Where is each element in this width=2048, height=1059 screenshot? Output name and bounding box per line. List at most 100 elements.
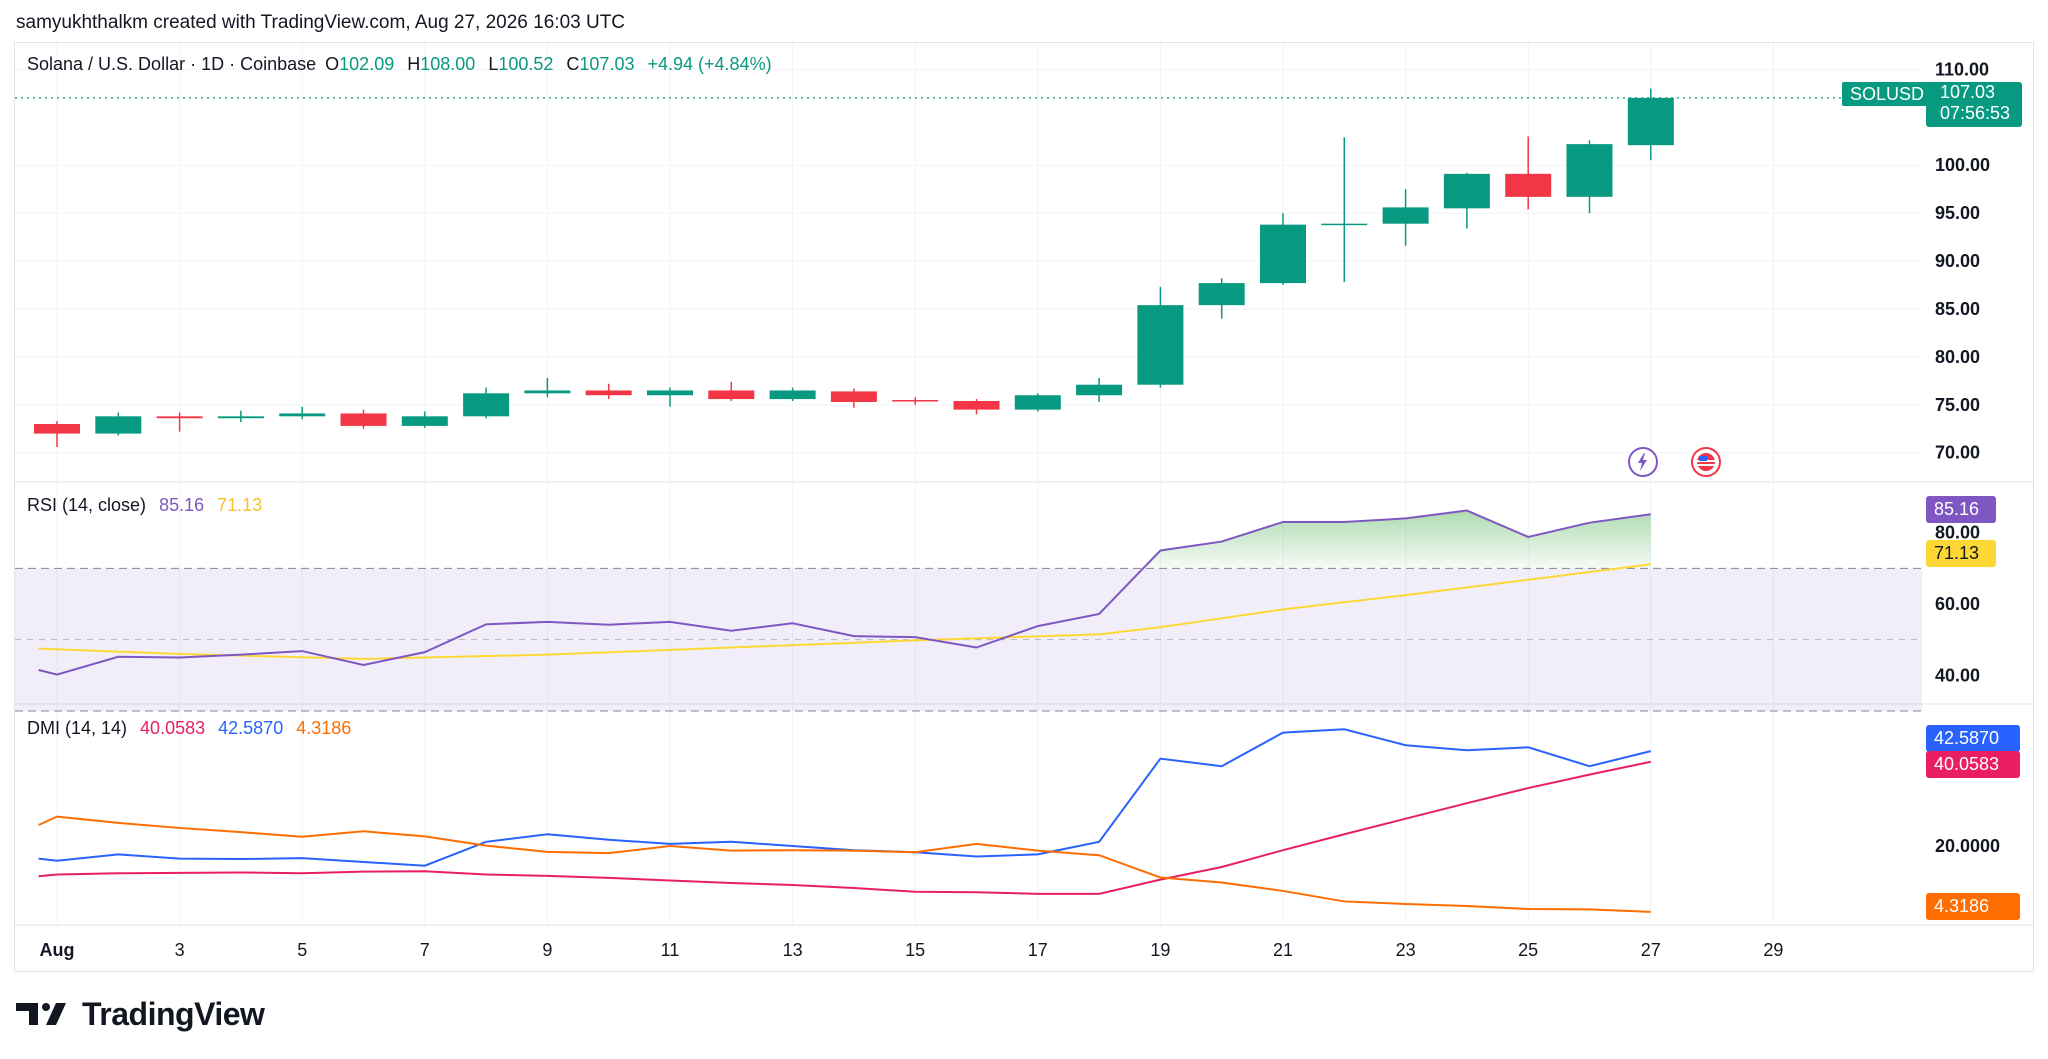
chart-frame <box>14 42 2034 972</box>
candles-layer <box>34 88 1674 447</box>
tradingview-logo[interactable]: TradingView <box>16 996 265 1032</box>
minus-di-line <box>38 760 1652 895</box>
candle-body <box>1627 97 1674 146</box>
x-tick-label: 9 <box>542 940 552 960</box>
change-value: +4.94 (+4.84%) <box>647 54 772 74</box>
candle-body <box>1566 144 1613 197</box>
adx-line <box>38 815 1651 913</box>
rsi-tick-label: 80.00 <box>1935 523 1980 543</box>
price-tick-label: 80.00 <box>1935 347 1980 367</box>
high-label: H <box>407 54 421 74</box>
candle-body <box>1076 384 1123 396</box>
candle <box>1076 377 1123 402</box>
dividend-event-icon[interactable] <box>1628 447 1658 477</box>
rsi-overbought-fill <box>1143 510 1651 569</box>
candle-body <box>1137 305 1184 385</box>
rsi-tick-label: 60.00 <box>1935 594 1980 614</box>
x-tick-label: 23 <box>1396 940 1416 960</box>
price-tick-label: 75.00 <box>1935 395 1980 415</box>
candle <box>279 406 326 420</box>
axis-layer: 70.00 75.00 80.00 85.00 90.00 95.00 100.00 110.… <box>40 59 2001 960</box>
candle <box>95 412 142 436</box>
x-tick-label: 5 <box>297 940 307 960</box>
plus-di-badge: 42.5870 <box>1926 725 2020 752</box>
candle <box>830 388 877 408</box>
candle <box>1443 172 1490 229</box>
candle <box>1137 286 1184 388</box>
dmi-tick-label: 20.0000 <box>1935 836 2000 856</box>
rsi-legend: RSI (14, close) 85.16 71.13 <box>27 495 270 516</box>
candle-body <box>1443 173 1490 209</box>
candle <box>1198 278 1245 319</box>
attribution-text: samyukhthalkm created with TradingView.c… <box>16 12 626 33</box>
candle-body <box>1382 207 1429 224</box>
candle <box>1321 137 1368 283</box>
candle <box>1566 140 1613 214</box>
x-tick-label: 3 <box>175 940 185 960</box>
candle <box>463 387 510 419</box>
candle <box>585 383 632 400</box>
x-tick-label: 11 <box>661 940 680 960</box>
candle <box>892 397 939 405</box>
candle <box>1382 189 1429 246</box>
candle <box>401 411 448 428</box>
price-tick-label: 90.00 <box>1935 251 1980 271</box>
candle-body <box>830 391 877 402</box>
candle <box>1627 88 1674 161</box>
candle-body <box>279 413 326 417</box>
minus-di-badge: 40.0583 <box>1926 751 2020 778</box>
rsi-value-badge: 85.16 <box>1926 496 1996 523</box>
plus-di-line <box>38 728 1652 867</box>
symbol-title[interactable]: Solana / U.S. Dollar · 1D · Coinbase <box>27 54 317 74</box>
dmi-pane <box>38 728 1652 913</box>
open-label: O <box>325 54 340 74</box>
price-tick-label: 95.00 <box>1935 203 1980 223</box>
candle <box>34 421 80 447</box>
last-price-value: 107.03 <box>1940 82 1996 102</box>
open-value: 102.09 <box>339 54 395 74</box>
rsi-pane <box>15 509 1922 712</box>
candle-body <box>708 390 755 400</box>
candle-body <box>1321 223 1368 226</box>
candle-body <box>585 390 632 396</box>
adx-badge: 4.3186 <box>1926 893 2020 920</box>
price-tick-label: 100.00 <box>1935 155 1990 175</box>
low-label: L <box>488 54 499 74</box>
rsi-ma-value: 71.13 <box>217 495 263 515</box>
symbol-price-tag: SOLUSD <box>1842 82 1933 106</box>
candle-body <box>156 416 203 419</box>
x-tick-label: 17 <box>1028 940 1048 960</box>
candle <box>1260 213 1306 286</box>
x-tick-label: 15 <box>905 940 925 960</box>
candle <box>769 387 816 401</box>
rsi-ma-value-badge: 71.13 <box>1926 540 1996 567</box>
candle <box>217 410 264 423</box>
price-tick-label: 110.00 <box>1935 59 1989 79</box>
rsi-tick-label: 40.00 <box>1935 665 1980 685</box>
close-value: 107.03 <box>579 54 635 74</box>
candle-body <box>1260 224 1306 284</box>
dmi-legend: DMI (14, 14) 40.0583 42.5870 4.3186 <box>27 718 359 739</box>
x-tick-label: Aug <box>40 940 75 960</box>
candle-body <box>524 390 571 394</box>
candle <box>953 399 1000 415</box>
candle-body <box>1198 283 1245 306</box>
candle <box>156 412 203 432</box>
x-tick-label: 25 <box>1518 940 1538 960</box>
candle-body <box>647 390 693 396</box>
candle-body <box>953 400 1000 410</box>
us-economic-event-icon[interactable] <box>1691 447 1721 477</box>
rsi-title[interactable]: RSI (14, close) <box>27 495 147 515</box>
adx-value: 4.3186 <box>296 718 352 738</box>
price-tick-label: 85.00 <box>1935 299 1980 319</box>
candle-body <box>769 390 816 400</box>
price-legend: Solana / U.S. Dollar · 1D · Coinbase O10… <box>27 54 780 75</box>
high-value: 108.00 <box>420 54 476 74</box>
candle-body <box>1014 395 1061 410</box>
dmi-title[interactable]: DMI (14, 14) <box>27 718 128 738</box>
candle-body <box>463 393 510 417</box>
candle <box>708 381 755 401</box>
grid-layer <box>15 43 2033 926</box>
low-value: 100.52 <box>498 54 554 74</box>
